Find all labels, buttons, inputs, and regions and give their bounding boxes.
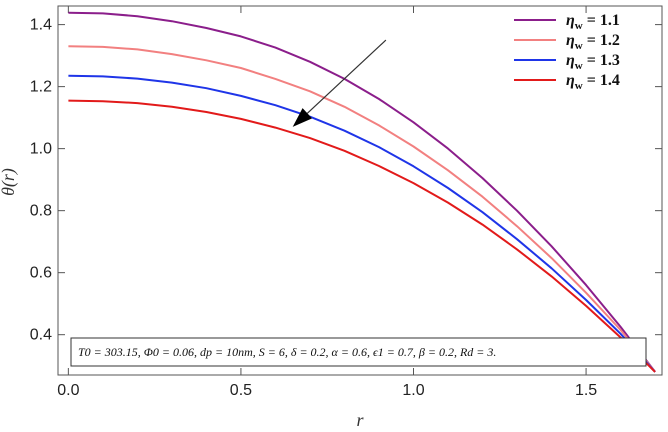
x-tick-label: 1.0 <box>402 382 424 399</box>
legend-label-4: ηw = 1.4 <box>566 72 620 92</box>
series-line-2 <box>68 45 656 373</box>
x-tick-label: 0.0 <box>57 382 79 399</box>
params-box-frame <box>70 337 647 367</box>
arrow-head <box>292 108 313 127</box>
y-axis-title: θ(r) <box>0 168 19 196</box>
legend-label-2: ηw = 1.2 <box>566 32 620 52</box>
params-text: T0 = 303.15, Φ0 = 0.06, dp = 10nm, S = 6… <box>78 345 496 359</box>
series-line-1 <box>68 11 656 373</box>
y-tick-label: 0.4 <box>30 327 52 344</box>
y-tick-label: 1.0 <box>30 141 52 158</box>
legend-label-3: ηw = 1.3 <box>566 52 620 72</box>
series-group <box>68 11 656 373</box>
x-tick-label: 0.5 <box>230 382 252 399</box>
params-box: T0 = 303.15, Φ0 = 0.06, dp = 10nm, S = 6… <box>70 337 647 367</box>
x-axis-title: r <box>356 410 364 430</box>
legend-label-1: ηw = 1.1 <box>566 12 620 32</box>
y-tick-label: 1.4 <box>30 17 52 34</box>
y-tick-label: 1.2 <box>30 79 52 96</box>
y-tick-label: 0.8 <box>30 203 52 220</box>
x-tick-label: 1.5 <box>575 382 597 399</box>
axis-ticks: 0.0 0.5 1.0 1.5 0.4 0.6 0.8 1.0 1.2 1.4 <box>30 6 662 399</box>
plot-area-border <box>57 5 663 376</box>
series-line-4 <box>68 99 656 373</box>
legend: ηw = 1.1ηw = 1.2ηw = 1.3ηw = 1.4 <box>514 12 620 92</box>
annotation-arrow <box>292 39 387 127</box>
arrow-shaft <box>306 39 387 114</box>
series-line-3 <box>68 74 656 373</box>
plot-frame <box>57 5 663 376</box>
y-tick-label: 0.6 <box>30 265 52 282</box>
